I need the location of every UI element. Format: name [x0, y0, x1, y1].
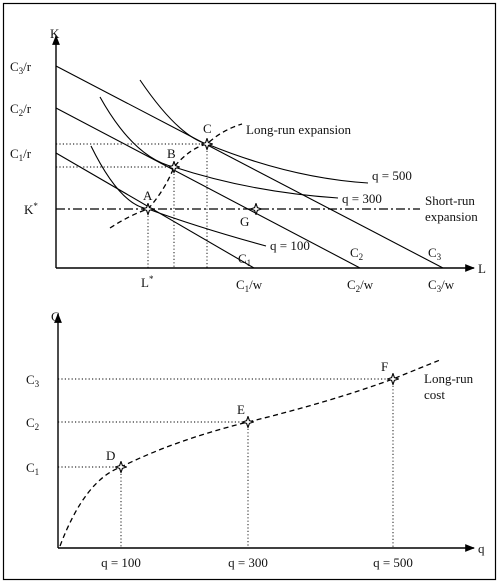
- short-run-label-line2: expansion: [425, 209, 478, 224]
- isoquant-q300-label: q = 300: [342, 191, 382, 206]
- isoquant-q100-label: q = 100: [270, 238, 310, 253]
- point-e-label: E: [237, 402, 245, 417]
- isocost-line-c3: [55, 65, 444, 269]
- point-a-marker: [142, 203, 154, 215]
- long-run-expansion-label: Long-run expansion: [246, 122, 352, 137]
- point-f-marker: [387, 373, 399, 385]
- point-d-label: D: [106, 448, 115, 463]
- top-x-tick-c1w: C1/w: [236, 277, 263, 294]
- top-y-tick-c2r: C2/r: [10, 101, 32, 118]
- top-x-axis-label: L: [478, 261, 486, 276]
- long-run-cost-panel: C q D E F Long-run cost C3 C2 C1 q = 100…: [26, 309, 485, 570]
- point-f-label: F: [381, 359, 388, 374]
- long-run-cost-label-line2: cost: [424, 387, 445, 402]
- point-d-marker: [115, 461, 127, 473]
- point-g-label: G: [240, 214, 249, 229]
- bottom-y-tick-c1: C1: [26, 460, 39, 477]
- long-run-expansion-path: [109, 123, 243, 229]
- isoquant-q500: [139, 79, 369, 184]
- point-b-label: B: [167, 146, 176, 161]
- isoquant-q300: [99, 96, 339, 199]
- bottom-x-axis-label: q: [478, 541, 485, 556]
- isocost-c3-label: C3: [428, 245, 442, 262]
- top-x-tick-c2w: C2/w: [347, 277, 374, 294]
- top-y-tick-kstar: K*: [24, 201, 38, 217]
- isoquant-q100: [90, 145, 267, 247]
- isocost-line-c2: [55, 107, 361, 269]
- bottom-x-tick-q100: q = 100: [101, 555, 141, 570]
- top-x-tick-c3w: C3/w: [428, 277, 455, 294]
- point-a-label: A: [143, 188, 153, 203]
- bottom-x-tick-q300: q = 300: [228, 555, 268, 570]
- isoquant-q500-label: q = 500: [372, 168, 412, 183]
- long-run-cost-curve: [59, 359, 441, 547]
- point-e-marker: [242, 416, 254, 428]
- top-y-axis-label: K: [50, 26, 60, 41]
- isocost-c2-label: C2: [350, 245, 363, 262]
- point-c-label: C: [203, 121, 212, 136]
- top-x-tick-lstar: L*: [141, 274, 154, 290]
- point-g-marker: [250, 203, 262, 215]
- bottom-y-tick-c2: C2: [26, 415, 39, 432]
- bottom-y-tick-c3: C3: [26, 372, 40, 389]
- bottom-x-tick-q500: q = 500: [373, 555, 413, 570]
- isocost-c1-label: C1: [238, 251, 251, 268]
- long-run-cost-label-line1: Long-run: [424, 371, 474, 386]
- top-y-tick-c1r: C1/r: [10, 146, 32, 163]
- bottom-y-axis-label: C: [51, 309, 60, 324]
- top-y-tick-c3r: C3/r: [10, 59, 32, 76]
- short-run-label-line1: Short-run: [425, 193, 475, 208]
- expansion-path-panel: K L A B C G Long-run expansion Short-run: [10, 26, 486, 294]
- isocost-line-c1: [55, 152, 255, 269]
